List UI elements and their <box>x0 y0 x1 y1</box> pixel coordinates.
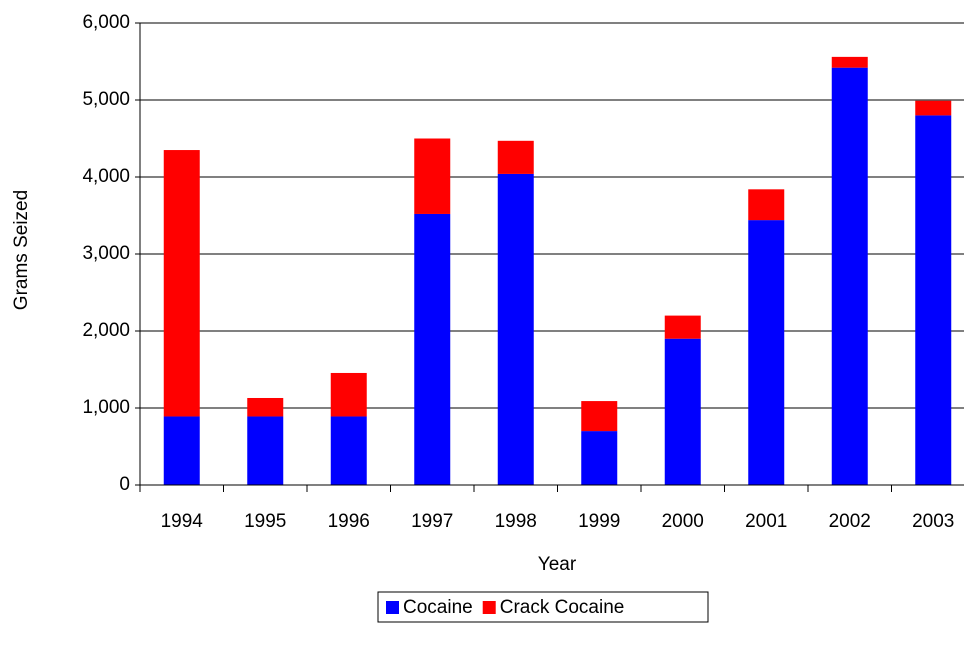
bar-segment <box>581 401 618 432</box>
y-tick-label: 1,000 <box>82 397 130 418</box>
x-tick-label: 1997 <box>411 511 453 532</box>
x-tick-label: 1994 <box>161 511 204 532</box>
x-tick-label: 1998 <box>495 511 537 532</box>
y-axis-label: Grams Seized <box>11 190 32 310</box>
y-tick-label: 3,000 <box>82 243 130 264</box>
bar-segment <box>915 115 952 486</box>
bar-segment <box>497 173 534 486</box>
x-tick-label: 2002 <box>829 511 871 532</box>
y-tick-label: 2,000 <box>82 320 130 341</box>
bar-segment <box>330 416 367 485</box>
bar-segment <box>247 397 284 417</box>
bar-segment <box>581 431 618 485</box>
y-tick-label: 4,000 <box>82 166 130 187</box>
bar-segment <box>247 416 284 485</box>
bar-segment <box>664 338 701 485</box>
bar-segment <box>748 189 785 221</box>
bar-segment <box>831 56 868 68</box>
bar-segment <box>163 150 200 417</box>
legend-swatch <box>386 601 399 614</box>
x-tick-label: 2001 <box>745 511 787 532</box>
y-tick-label: 5,000 <box>82 89 130 110</box>
y-tick-label: 6,000 <box>82 12 130 33</box>
x-tick-label: 2000 <box>662 511 704 532</box>
y-tick-label: 0 <box>119 474 130 495</box>
legend-label: Cocaine <box>403 597 473 618</box>
bar-segment <box>915 100 952 116</box>
x-tick-label: 2003 <box>912 511 954 532</box>
bar-segment <box>414 138 451 214</box>
bar-segment <box>330 372 367 417</box>
legend-swatch <box>482 601 496 614</box>
legend-label: Crack Cocaine <box>500 597 625 618</box>
legend-box <box>377 591 709 623</box>
x-tick-label: 1999 <box>578 511 620 532</box>
bar-segment <box>497 140 534 174</box>
x-axis-label: Year <box>538 554 577 575</box>
bar-segment <box>414 213 451 485</box>
bar-segment <box>664 315 701 339</box>
x-tick-label: 1996 <box>328 511 370 532</box>
bar-segment <box>163 416 200 485</box>
bar-segment <box>748 220 785 485</box>
bar-segment <box>831 67 868 485</box>
x-tick-label: 1995 <box>244 511 286 532</box>
